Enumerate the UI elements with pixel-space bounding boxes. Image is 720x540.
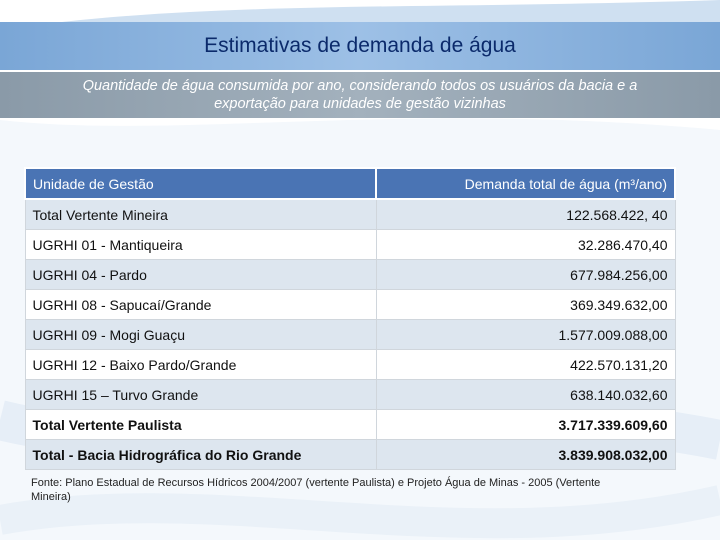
subtitle-bar: Quantidade de água consumida por ano, co… xyxy=(0,72,720,118)
demand-table: Unidade de Gestão Demanda total de água … xyxy=(24,167,676,470)
table-row: UGRHI 12 - Baixo Pardo/Grande 422.570.13… xyxy=(24,349,676,380)
header-demand: Demanda total de água (m³/ano) xyxy=(375,167,676,200)
row-unit: UGRHI 09 - Mogi Guaçu xyxy=(24,319,377,350)
row-demand: 1.577.009.088,00 xyxy=(375,319,676,350)
page-subtitle: Quantidade de água consumida por ano, co… xyxy=(82,78,638,112)
source-note: Fonte: Plano Estadual de Recursos Hídric… xyxy=(31,477,601,503)
row-demand: 677.984.256,00 xyxy=(375,259,676,290)
row-demand: 369.349.632,00 xyxy=(375,289,676,320)
row-unit: UGRHI 15 – Turvo Grande xyxy=(24,379,377,410)
row-unit: UGRHI 01 - Mantiqueira xyxy=(24,229,377,260)
table-row: UGRHI 15 – Turvo Grande 638.140.032,60 xyxy=(24,379,676,410)
table-row: UGRHI 01 - Mantiqueira 32.286.470,40 xyxy=(24,229,676,260)
table-row-total: Total - Bacia Hidrográfica do Rio Grande… xyxy=(24,439,676,470)
table-header-row: Unidade de Gestão Demanda total de água … xyxy=(24,167,676,200)
row-unit: Total - Bacia Hidrográfica do Rio Grande xyxy=(24,439,377,470)
title-bar: Estimativas de demanda de água xyxy=(0,22,720,70)
table-row: Total Vertente Mineira 122.568.422, 40 xyxy=(24,198,676,230)
row-demand: 122.568.422, 40 xyxy=(375,198,676,230)
page-title: Estimativas de demanda de água xyxy=(204,34,516,57)
row-unit: Total Vertente Mineira xyxy=(24,198,377,230)
table-row: UGRHI 09 - Mogi Guaçu 1.577.009.088,00 xyxy=(24,319,676,350)
table-row-total: Total Vertente Paulista 3.717.339.609,60 xyxy=(24,409,676,440)
table-row: UGRHI 08 - Sapucaí/Grande 369.349.632,00 xyxy=(24,289,676,320)
row-demand: 3.717.339.609,60 xyxy=(375,409,676,440)
row-unit: UGRHI 12 - Baixo Pardo/Grande xyxy=(24,349,377,380)
row-demand: 422.570.131,20 xyxy=(375,349,676,380)
row-demand: 638.140.032,60 xyxy=(375,379,676,410)
header-unit: Unidade de Gestão xyxy=(24,167,377,200)
table-row: UGRHI 04 - Pardo 677.984.256,00 xyxy=(24,259,676,290)
row-unit: Total Vertente Paulista xyxy=(24,409,377,440)
row-unit: UGRHI 08 - Sapucaí/Grande xyxy=(24,289,377,320)
row-unit: UGRHI 04 - Pardo xyxy=(24,259,377,290)
row-demand: 32.286.470,40 xyxy=(375,229,676,260)
row-demand: 3.839.908.032,00 xyxy=(375,439,676,470)
